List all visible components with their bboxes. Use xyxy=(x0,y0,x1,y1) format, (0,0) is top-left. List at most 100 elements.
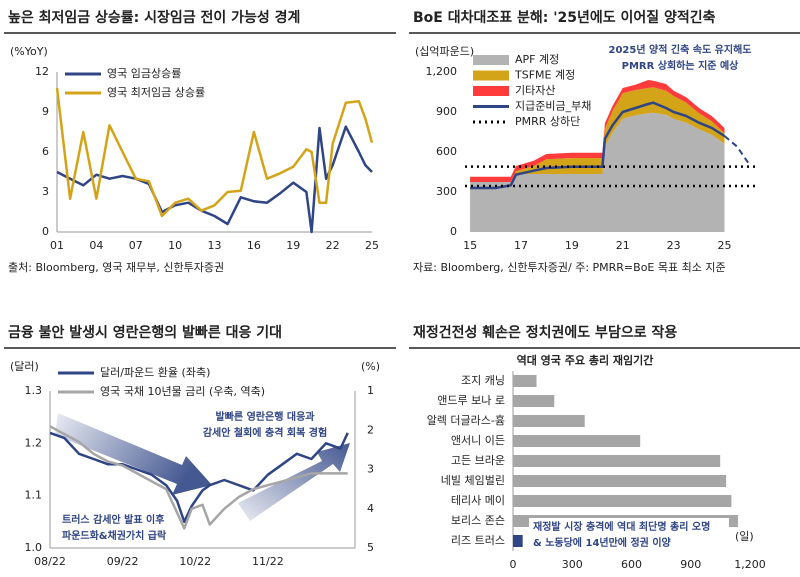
bar xyxy=(513,395,555,407)
y2-axis-unit: (%) xyxy=(361,360,380,373)
y-tick-label: 6 xyxy=(42,145,49,158)
line xyxy=(49,431,349,524)
x-tick-label: 0 xyxy=(510,558,517,571)
y-tick-label: 1.1 xyxy=(25,489,43,502)
y-tick-label: 조지 캐닝 xyxy=(461,374,505,387)
bar xyxy=(513,455,721,467)
y-tick-label: 1.3 xyxy=(25,384,43,397)
source: 자료: Bloomberg, 신한투자증권/ 주: PMRR=BoE 목표 최소… xyxy=(413,261,726,274)
y-tick-label: 0 xyxy=(42,225,49,238)
y2-tick-label: 4 xyxy=(367,502,374,515)
annotation: 발빠른 영란은행 대응과 xyxy=(216,410,316,423)
y-tick-label: 앤드루 보나 로 xyxy=(437,394,505,407)
annotation-bg xyxy=(529,518,729,552)
y-tick-label: 테리사 메이 xyxy=(451,494,505,507)
y2-tick-label: 1 xyxy=(367,384,374,397)
x-tick-label: 01 xyxy=(50,239,64,252)
x-tick-label: 22 xyxy=(326,239,340,252)
annotation: 재정발 시장 충격에 역대 최단명 총리 오명 xyxy=(533,520,710,533)
x-tick-label: 17 xyxy=(514,239,528,252)
annotation: PMRR 상회하는 지준 예상 xyxy=(622,59,740,72)
legend-swatch xyxy=(473,55,509,65)
legend-label: 영국 국채 10년물 금리 (우축, 역축) xyxy=(100,385,265,398)
bar xyxy=(513,475,727,487)
y2-tick-label: 3 xyxy=(367,463,374,476)
x-tick-label: 13 xyxy=(208,239,222,252)
legend-label: 기타자산 xyxy=(515,84,555,97)
x-tick-label: 04 xyxy=(89,239,103,252)
y-axis-unit: (달러) xyxy=(10,360,39,373)
x-tick-label: 300 xyxy=(562,558,583,571)
x-tick-label: 19 xyxy=(286,239,300,252)
legend-swatch xyxy=(473,70,509,81)
annotation: 파운드화&채권가치 급락 xyxy=(62,529,167,542)
subtitle: 역대 영국 주요 총리 재임기간 xyxy=(517,353,654,367)
x-tick-label: 08/22 xyxy=(34,555,66,568)
y-tick-label: 0 xyxy=(450,225,457,238)
legend-label: 영국 최저임금 상승률 xyxy=(107,86,205,99)
x-tick-label: 600 xyxy=(621,558,642,571)
legend-label: 달러/파운드 환율 (좌축) xyxy=(100,366,210,379)
annotation: & 노동당에 14년만에 정권 이양 xyxy=(533,536,672,549)
chart-title: 높은 최저임금 상승률: 시장임금 전이 가능성 경계 xyxy=(8,9,300,26)
legend-label: TSFME 계정 xyxy=(514,69,575,82)
legend-label: APF 계정 xyxy=(515,53,559,66)
y-tick-label: 고든 브라운 xyxy=(451,454,505,467)
x-tick-label: 07 xyxy=(129,239,143,252)
bar xyxy=(513,375,537,387)
y-tick-label: 네빌 체임벌린 xyxy=(441,474,505,487)
y-tick-label: 1,200 xyxy=(426,65,458,78)
x-tick-label: 09/22 xyxy=(107,555,139,568)
x-tick-label: 19 xyxy=(565,239,579,252)
chart-title: BoE 대차대조표 분해: '25년에도 이어질 양적긴축 xyxy=(413,9,716,26)
y2-tick-label: 2 xyxy=(367,423,374,436)
y-tick-label: 1.2 xyxy=(25,436,43,449)
y-tick-label: 300 xyxy=(436,185,457,198)
legend-label: PMRR 상하단 xyxy=(515,114,580,128)
x-tick-label: 15 xyxy=(463,239,477,252)
x-tick-label: 16 xyxy=(247,239,261,252)
source: 출처: Bloomberg, 영국 재무부, 신한투자증권 xyxy=(8,261,224,274)
bar xyxy=(513,495,732,507)
chart-title: 재정건전성 훼손은 정치권에도 부담으로 작용 xyxy=(413,324,677,341)
legend-swatch xyxy=(473,86,509,96)
annotation: 감세안 철회에 충격 회복 경험 xyxy=(203,426,327,439)
decline-arrow xyxy=(55,413,212,495)
bar xyxy=(513,415,585,427)
x-tick-label: 25 xyxy=(717,239,731,252)
annotation: 트러스 감세안 발표 이후 xyxy=(62,513,164,526)
y-tick-label: 900 xyxy=(436,105,457,118)
x-tick-label: 10 xyxy=(168,239,182,252)
x-tick-label: 21 xyxy=(616,239,630,252)
y-tick-label: 12 xyxy=(35,65,49,78)
line xyxy=(49,425,348,530)
x-axis-unit: (일) xyxy=(735,529,754,543)
chart-title: 금융 불안 발생시 영란은행의 발빠른 대응 기대 xyxy=(8,324,282,341)
legend-label: 지급준비금_부채 xyxy=(515,100,591,113)
y-axis-unit: (십억파운드) xyxy=(415,45,474,58)
panel: 금융 불안 발생시 영란은행의 발빠른 대응 기대 (달러) (%) 1.0 1.1 1.… xyxy=(4,324,396,568)
bar xyxy=(513,435,641,447)
line xyxy=(55,87,374,218)
y-tick-label: 리즈 트러스 xyxy=(451,534,505,547)
y-tick-label: 3 xyxy=(42,185,49,198)
legend-label: 영국 임금상승률 xyxy=(107,67,181,80)
bar xyxy=(513,535,523,547)
y2-tick-label: 5 xyxy=(367,541,374,554)
area xyxy=(470,112,725,232)
line xyxy=(470,101,726,190)
annotation: 2025년 양적 긴축 속도 유지해도 xyxy=(609,43,752,56)
y-tick-label: 앤서니 이든 xyxy=(451,434,505,447)
x-tick-label: 11/22 xyxy=(252,555,284,568)
y-tick-label: 600 xyxy=(436,145,457,158)
y-tick-label: 9 xyxy=(42,105,49,118)
y-tick-label: 보리스 존슨 xyxy=(451,514,505,527)
x-tick-label: 900 xyxy=(680,558,701,571)
recovery-arrow xyxy=(238,443,350,521)
x-tick-label: 23 xyxy=(667,239,681,252)
